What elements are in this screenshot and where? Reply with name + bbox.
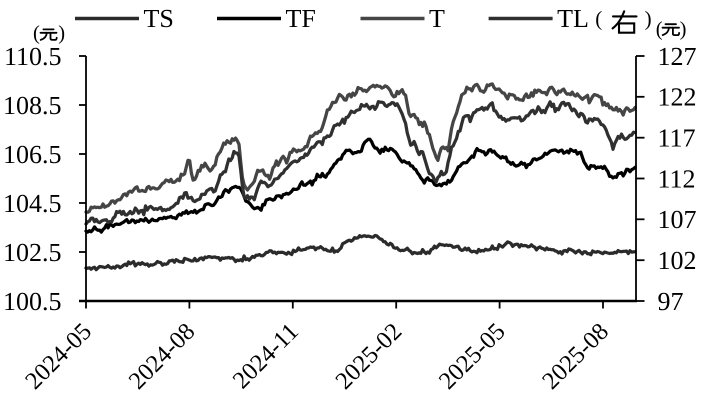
svg-text:122: 122	[658, 83, 697, 112]
svg-text:104.5: 104.5	[3, 189, 62, 218]
svg-text:108.5: 108.5	[3, 91, 62, 120]
svg-text:(: (	[33, 22, 40, 44]
svg-text:127: 127	[658, 42, 697, 71]
svg-text:TS: TS	[144, 4, 174, 33]
svg-text:(: (	[656, 18, 663, 40]
svg-text:107: 107	[658, 205, 697, 234]
svg-text:): )	[58, 22, 65, 44]
svg-text:TF: TF	[286, 4, 316, 33]
svg-text:102: 102	[658, 246, 697, 275]
svg-text:100.5: 100.5	[3, 287, 62, 316]
svg-text:(: (	[595, 7, 602, 31]
svg-text:110.5: 110.5	[4, 42, 62, 71]
svg-text:T: T	[429, 4, 445, 33]
svg-text:106.5: 106.5	[3, 140, 62, 169]
svg-text:112: 112	[658, 164, 696, 193]
svg-text:117: 117	[658, 124, 696, 153]
svg-text:102.5: 102.5	[3, 238, 62, 267]
svg-text:): )	[680, 18, 687, 40]
svg-text:97: 97	[658, 287, 684, 316]
svg-text:): )	[645, 7, 652, 31]
svg-text:TL: TL	[557, 4, 589, 33]
